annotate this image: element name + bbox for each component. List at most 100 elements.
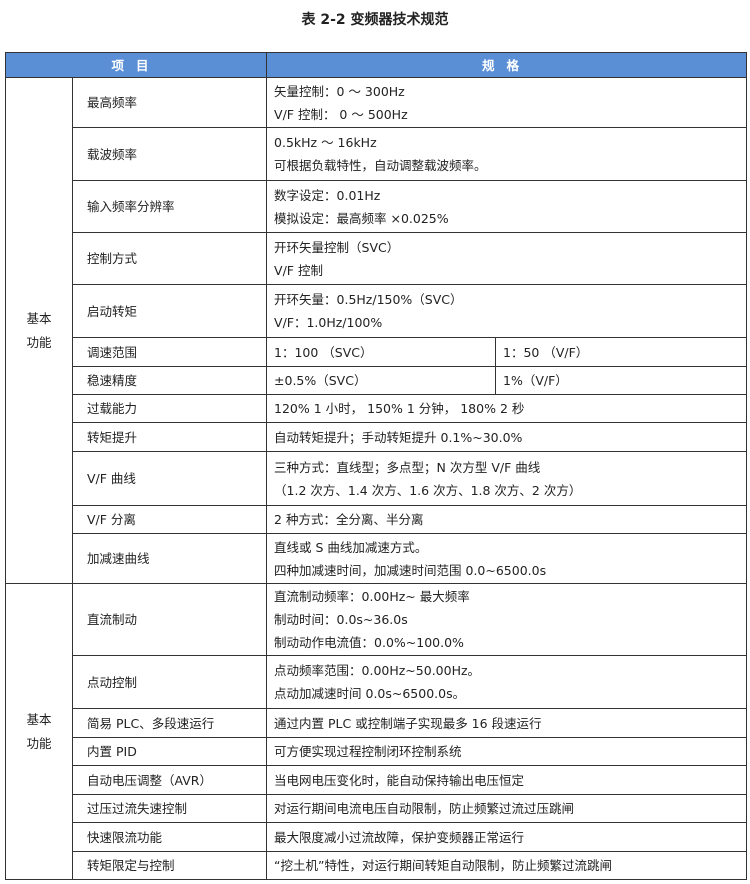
item-cell: 最高频率 — [71, 77, 268, 128]
spec-line: “挖土机”特性，对运行期间转矩自动限制，防止频繁过流跳闸 — [274, 858, 612, 873]
table-row: 过压过流失速控制 对运行期间电流电压自动限制，防止频繁过流过压跳闸 — [6, 794, 748, 823]
table-row: V/F 分离 2 种方式：全分离、半分离 — [6, 505, 748, 534]
spec-line: 0.5kHz ～ 16kHz — [274, 135, 377, 150]
spec-line: 可方便实现过程控制闭环控制系统 — [274, 744, 462, 759]
item-cell: 启动转矩 — [71, 284, 268, 338]
table-row: 内置 PID 可方便实现过程控制闭环控制系统 — [6, 737, 748, 766]
group-label-line: 功能 — [26, 735, 52, 751]
header-spec: 规格 — [266, 52, 748, 78]
spec-line: 模拟设定：最高频率 ×0.025% — [274, 210, 449, 226]
spec-line: V/F：1.0Hz/100% — [274, 315, 383, 330]
spec-cell: 通过内置 PLC 或控制端子实现最多 16 段速运行 — [266, 708, 748, 738]
spec-line: 最大限度减小过流故障，保护变频器正常运行 — [274, 829, 525, 845]
spec-cell: 120% 1 小时， 150% 1 分钟， 180% 2 秒 — [266, 394, 748, 423]
spec-cell: 矢量控制：0 ～ 300Hz V/F 控制： 0 ～ 500Hz — [266, 77, 748, 128]
table-header-row: 项目 规格 — [4, 52, 748, 78]
spec-cell: 最大限度减小过流故障，保护变频器正常运行 — [266, 822, 748, 852]
table-row: 转矩限定与控制 “挖土机”特性，对运行期间转矩自动限制，防止频繁过流跳闸 — [6, 851, 748, 880]
item-cell: 输入频率分辨率 — [71, 180, 268, 233]
spec-cell: 点动频率范围：0.00Hz~50.00Hz。 点动加减速时间 0.0s~6500.… — [266, 655, 748, 709]
spec-cell: 1：100 （SVC） — [266, 337, 497, 367]
item-cell: 点动控制 — [71, 655, 268, 709]
spec-cell: 直流制动频率：0.00Hz~ 最大频率 制动时间：0.0s~36.0s 制动动作电流… — [266, 583, 748, 656]
table-row: 自动电压调整（AVR） 当电网电压变化时，能自动保持输出电压恒定 — [6, 765, 748, 795]
table-row: 稳速精度 ±0.5%（SVC） 1%（V/F） — [6, 366, 748, 395]
table-row: 调速范围 1：100 （SVC） 1：50 （V/F） — [6, 337, 748, 367]
spec-cell: 对运行期间电流电压自动限制，防止频繁过流过压跳闸 — [266, 794, 748, 823]
item-cell: 过载能力 — [71, 394, 268, 423]
spec-line: 矢量控制：0 ～ 300Hz — [274, 83, 405, 99]
spec-line: 点动频率范围：0.00Hz~50.00Hz。 — [274, 663, 481, 678]
spec-line: 自动转矩提升；手动转矩提升 0.1%~30.0% — [274, 429, 523, 445]
spec-line: 开环矢量控制（SVC） — [274, 239, 400, 255]
spec-cell: 三种方式：直线型；多点型；N 次方型 V/F 曲线 （1.2 次方、1.4 次方、… — [266, 451, 748, 506]
item-cell: 自动电压调整（AVR） — [71, 765, 268, 795]
group-label-line: 基本 — [26, 310, 52, 326]
spec-line: V/F 控制 — [274, 262, 323, 278]
spec-line: 通过内置 PLC 或控制端子实现最多 16 段速运行 — [274, 715, 542, 731]
table-row: 启动转矩 开环矢量：0.5Hz/150%（SVC） V/F：1.0Hz/100% — [6, 284, 748, 338]
item-cell: 内置 PID — [71, 737, 268, 766]
spec-line: 直线或 S 曲线加减速方式。 — [274, 539, 428, 555]
spec-line: 1：100 （SVC） — [274, 344, 373, 360]
item-cell: 控制方式 — [71, 232, 268, 285]
spec-line: 数字设定：0.01Hz — [274, 187, 381, 203]
table-row: 转矩提升 自动转矩提升；手动转矩提升 0.1%~30.0% — [6, 422, 748, 452]
spec-line: 开环矢量：0.5Hz/150%（SVC） — [274, 292, 463, 307]
spec-cell: 自动转矩提升；手动转矩提升 0.1%~30.0% — [266, 422, 748, 452]
spec-cell-secondary: 1%（V/F） — [495, 366, 748, 395]
table-row: 过载能力 120% 1 小时， 150% 1 分钟， 180% 2 秒 — [6, 394, 748, 423]
spec-line: V/F 控制： 0 ～ 500Hz — [274, 106, 408, 122]
spec-cell: 开环矢量控制（SVC） V/F 控制 — [266, 232, 748, 285]
item-cell: 过压过流失速控制 — [71, 794, 268, 823]
item-cell: V/F 分离 — [71, 505, 268, 534]
table-title: 表 2-2 变频器技术规范 — [301, 12, 449, 28]
spec-line: 对运行期间电流电压自动限制，防止频繁过流过压跳闸 — [274, 801, 575, 816]
header-item: 项目 — [4, 52, 268, 78]
spec-line: 四种加减速时间，加减速时间范围 0.0~6500.0s — [274, 562, 547, 578]
table-row: 控制方式 开环矢量控制（SVC） V/F 控制 — [6, 232, 748, 285]
group-label-line: 基本 — [26, 711, 52, 727]
spec-cell-secondary: 1：50 （V/F） — [495, 337, 748, 367]
group-label-line: 功能 — [26, 334, 52, 350]
item-cell: 调速范围 — [71, 337, 268, 367]
spec-cell: 开环矢量：0.5Hz/150%（SVC） V/F：1.0Hz/100% — [266, 284, 748, 338]
spec-cell: 可方便实现过程控制闭环控制系统 — [266, 737, 748, 766]
group-label: 基本 功能 — [5, 583, 73, 880]
group-label: 基本 功能 — [5, 77, 73, 584]
table-row: 简易 PLC、多段速运行 通过内置 PLC 或控制端子实现最多 16 段速运行 — [6, 708, 748, 738]
table-row: V/F 曲线 三种方式：直线型；多点型；N 次方型 V/F 曲线 （1.2 次方、1… — [6, 451, 748, 506]
table-row: 快速限流功能 最大限度减小过流故障，保护变频器正常运行 — [6, 822, 748, 852]
spec-line: 点动加减速时间 0.0s~6500.0s。 — [274, 686, 466, 701]
spec-line: 制动动作电流值：0.0%~100.0% — [274, 635, 464, 650]
spec-line: 制动时间：0.0s~36.0s — [274, 612, 408, 627]
spec-line: （1.2 次方、1.4 次方、1.6 次方、1.8 次方、2 次方） — [274, 482, 582, 498]
spec-cell: 直线或 S 曲线加减速方式。四种加减速时间，加减速时间范围 0.0~6500.0… — [266, 533, 748, 584]
table-row: 载波频率 0.5kHz ～ 16kHz 可根据负载特性，自动调整载波频率。 — [6, 127, 748, 181]
item-cell: V/F 曲线 — [71, 451, 268, 506]
item-cell: 转矩限定与控制 — [71, 851, 268, 880]
item-cell: 简易 PLC、多段速运行 — [71, 708, 268, 738]
spec-line: 2 种方式：全分离、半分离 — [274, 512, 424, 527]
item-cell: 加减速曲线 — [71, 533, 268, 584]
table-row: 基本 功能 最高频率 矢量控制：0 ～ 300Hz V/F 控制： 0 ～ 500Hz — [5, 77, 748, 584]
spec-line: 120% 1 小时， 150% 1 分钟， 180% 2 秒 — [274, 401, 525, 416]
item-cell: 直流制动 — [71, 583, 268, 656]
table-row: 加减速曲线 直线或 S 曲线加减速方式。四种加减速时间，加减速时间范围 0.0~6… — [6, 533, 748, 584]
spec-line: 可根据负载特性，自动调整载波频率。 — [274, 158, 487, 173]
spec-cell: 0.5kHz ～ 16kHz 可根据负载特性，自动调整载波频率。 — [266, 127, 748, 181]
spec-line: 直流制动频率：0.00Hz~ 最大频率 — [274, 589, 470, 604]
spec-cell: 数字设定：0.01Hz 模拟设定：最高频率 ×0.025% — [266, 180, 748, 233]
spec-cell: “挖土机”特性，对运行期间转矩自动限制，防止频繁过流跳闸 — [266, 851, 748, 880]
item-cell: 转矩提升 — [71, 422, 268, 452]
spec-line: 三种方式：直线型；多点型；N 次方型 V/F 曲线 — [274, 459, 541, 475]
spec-line: ±0.5%（SVC） — [274, 373, 367, 388]
spec-table: 项目 规格 基本 功能 最高频率 矢量控制：0 ～ 300Hz V/F 控制： 0 ～ … — [4, 52, 748, 880]
table-row: 点动控制 点动频率范围：0.00Hz~50.00Hz。 点动加减速时间 0.0s~6… — [6, 655, 748, 709]
spec-cell: ±0.5%（SVC） — [266, 366, 497, 395]
item-cell: 载波频率 — [71, 127, 268, 181]
item-cell: 稳速精度 — [71, 366, 268, 395]
table-row: 输入频率分辨率 数字设定：0.01Hz 模拟设定：最高频率 ×0.025% — [6, 180, 748, 233]
spec-cell: 2 种方式：全分离、半分离 — [266, 505, 748, 534]
spec-cell: 当电网电压变化时，能自动保持输出电压恒定 — [266, 765, 748, 795]
